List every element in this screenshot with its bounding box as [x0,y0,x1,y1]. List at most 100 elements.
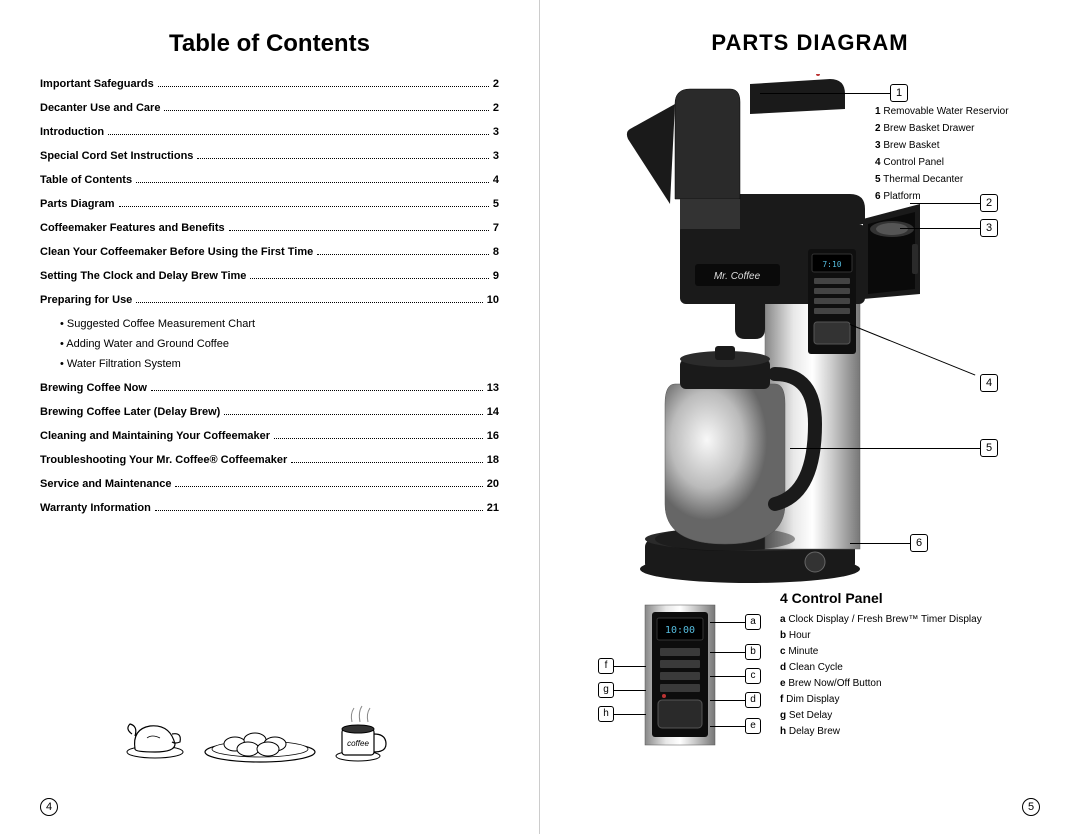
cp-legend-text: Clock Display / Fresh Brew™ Timer Displa… [788,614,981,625]
cp-legend-num: a [780,614,786,625]
toc-row: Table of Contents4 [40,174,499,186]
toc-row: Service and Maintenance 20 [40,478,499,490]
toc-label: Clean Your Coffeemaker Before Using the … [40,246,313,258]
cp-callout-c: c [745,668,761,684]
toc-label: Preparing for Use [40,294,132,306]
cp-legend-row: c Minute [780,644,982,660]
parts-legend-row: 2 Brew Basket Drawer [875,121,1040,137]
toc-sublist: • Suggested Coffee Measurement Chart• Ad… [40,318,499,370]
toc-page: 3 [493,126,499,138]
toc-dots [197,151,488,159]
toc-row: Preparing for Use 10 [40,294,499,306]
toc-page: 16 [487,430,499,442]
toc-dots [224,407,482,415]
control-panel-section: 4 Control Panel 10:00 a b c d e f g h [580,590,1040,760]
toc-page: 13 [487,382,499,394]
cp-callout-f: f [598,658,614,674]
toc-row: Brewing Coffee Now13 [40,382,499,394]
callout-4: 4 [980,374,998,392]
toc-page: 2 [493,102,499,114]
toc-page: 7 [493,222,499,234]
cp-callout-b: b [745,644,761,660]
toc-page: 8 [493,246,499,258]
page-number-right: 5 [1022,798,1040,816]
cp-callout-a: a [745,614,761,630]
toc-page: 14 [487,406,499,418]
cp-legend-row: g Set Delay [780,708,982,724]
toc-dots [136,295,482,303]
parts-legend-row: 3 Brew Basket [875,138,1040,154]
toc-label: Special Cord Set Instructions [40,150,193,162]
toc-page: 3 [493,150,499,162]
coffee-decoration: coffee [120,694,400,764]
toc-dots [155,503,483,511]
cp-legend-num: e [780,678,786,689]
parts-legend-row: 6 Platform [875,189,1040,205]
cp-legend-num: b [780,630,786,641]
callout-3: 3 [980,219,998,237]
toc-label: Warranty Information [40,502,151,514]
cp-title: 4 Control Panel [780,590,883,606]
cp-legend-row: h Delay Brew [780,724,982,740]
legend-text: Brew Basket [883,140,939,151]
toc-row: Brewing Coffee Later (Delay Brew)14 [40,406,499,418]
parts-legend: 1 Removable Water Reservior2 Brew Basket… [875,104,1040,206]
toc-dots [164,103,488,111]
legend-text: Removable Water Reservior [883,106,1008,117]
page-number-left: 4 [40,798,58,816]
toc-row: Special Cord Set Instructions 3 [40,150,499,162]
page-parts: PARTS DIAGRAM Mr. Coffee [540,0,1080,834]
toc-label: Parts Diagram [40,198,115,210]
cp-legend-row: b Hour [780,628,982,644]
cp-legend-row: a Clock Display / Fresh Brew™ Timer Disp… [780,612,982,628]
toc-row: Troubleshooting Your Mr. Coffee® Coffeem… [40,454,499,466]
toc-sub-item: • Water Filtration System [60,358,499,370]
toc-page: 10 [487,294,499,306]
display-time: 7:10 [822,260,841,269]
toc-dots [151,383,483,391]
toc-page: 21 [487,502,499,514]
cp-legend-row: e Brew Now/Off Button [780,676,982,692]
toc-row: Parts Diagram 5 [40,198,499,210]
cp-legend-text: Delay Brew [789,726,840,737]
toc-label: Table of Contents [40,174,132,186]
toc-label: Coffeemaker Features and Benefits [40,222,225,234]
legend-num: 3 [875,140,881,151]
cp-legend-row: d Clean Cycle [780,660,982,676]
brand-label: Mr. Coffee [714,271,761,282]
parts-diagram-area: Mr. Coffee 7:10 [580,64,1040,584]
cp-legend-num: h [780,726,786,737]
toc-list-2: Brewing Coffee Now13 Brewing Coffee Later… [40,382,499,514]
toc-list: Important Safeguards2Decanter Use and Ca… [40,78,499,306]
page-toc: Table of Contents Important Safeguards2D… [0,0,540,834]
toc-page: 5 [493,198,499,210]
callout-6: 6 [910,534,928,552]
toc-dots [175,479,482,487]
toc-dots [274,431,483,439]
toc-page: 9 [493,270,499,282]
legend-num: 6 [875,191,881,202]
toc-dots [136,175,489,183]
cp-legend: a Clock Display / Fresh Brew™ Timer Disp… [780,612,982,740]
cp-legend-text: Clean Cycle [789,662,843,673]
toc-dots [250,271,488,279]
toc-label: Important Safeguards [40,78,154,90]
toc-row: Clean Your Coffeemaker Before Using the … [40,246,499,258]
toc-row: Coffeemaker Features and Benefits 7 [40,222,499,234]
cp-legend-num: g [780,710,786,721]
toc-page: 20 [487,478,499,490]
toc-sub-item: • Adding Water and Ground Coffee [60,338,499,350]
parts-legend-row: 5 Thermal Decanter [875,172,1040,188]
toc-label: Service and Maintenance [40,478,171,490]
legend-text: Control Panel [883,157,944,168]
toc-row: Introduction3 [40,126,499,138]
toc-row: Important Safeguards2 [40,78,499,90]
legend-num: 4 [875,157,881,168]
legend-text: Brew Basket Drawer [883,123,974,134]
toc-row: Warranty Information 21 [40,502,499,514]
toc-dots [317,247,489,255]
toc-label: Setting The Clock and Delay Brew Time [40,270,246,282]
cp-legend-num: c [780,646,786,657]
cp-legend-text: Set Delay [789,710,832,721]
cp-legend-num: f [780,694,783,705]
